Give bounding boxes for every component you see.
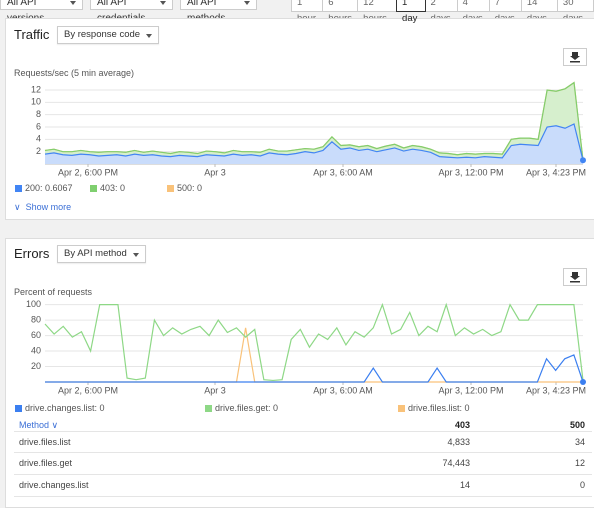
time-range-button[interactable]: 1 day	[396, 0, 426, 24]
x-tick-label: Apr 3, 6:00 AM	[313, 385, 373, 395]
table-cell: 14	[459, 480, 470, 490]
traffic-panel	[5, 18, 594, 220]
table-cell: 74,443	[442, 458, 470, 468]
series-line	[45, 354, 584, 383]
y-axis-label: Percent of requests	[14, 287, 93, 297]
download-button[interactable]	[563, 48, 587, 66]
show-more[interactable]: ∨ Show more	[14, 202, 72, 212]
legend-item: 403: 0	[90, 183, 125, 193]
legend-item: drive.changes.list: 0	[15, 403, 105, 413]
x-tick-label: Apr 3, 4:23 PM	[526, 385, 586, 395]
legend-label: drive.changes.list: 0	[25, 403, 105, 413]
y-tick-label: 12	[31, 84, 41, 94]
y-axis-label: Requests/sec (5 min average)	[14, 68, 135, 78]
table-cell: drive.files.list	[19, 437, 71, 447]
x-tick-label: Apr 2, 6:00 PM	[58, 167, 118, 177]
y-tick-label: 8	[36, 109, 41, 119]
grouping-dropdown[interactable]: By API method	[57, 245, 146, 263]
errors-panel	[5, 238, 594, 508]
legend-item: 200: 0.6067	[15, 183, 73, 193]
legend-item: drive.files.list: 0	[398, 403, 470, 413]
x-tick-label: Apr 3, 4:23 PM	[526, 167, 586, 177]
legend-item: 500: 0	[167, 183, 202, 193]
x-tick-label: Apr 2, 6:00 PM	[58, 385, 118, 395]
row-separator	[14, 496, 592, 497]
series-area	[45, 123, 583, 164]
table-header[interactable]: Method ∨	[19, 420, 59, 430]
legend-swatch	[15, 404, 22, 412]
x-tick-label: Apr 3, 12:00 PM	[438, 385, 503, 395]
row-separator	[14, 431, 592, 432]
y-tick-label: 10	[31, 97, 41, 107]
legend-label: 403: 0	[100, 183, 126, 193]
table-header: 500	[569, 420, 585, 430]
series-line	[44, 81, 584, 161]
y-tick-label: 20	[31, 361, 41, 371]
legend-swatch	[205, 404, 212, 412]
table-cell: 0	[579, 480, 585, 490]
download-icon	[570, 52, 580, 63]
y-tick-label: 40	[31, 345, 41, 355]
legend-swatch	[398, 404, 405, 412]
series-line	[44, 123, 584, 161]
x-tick-label: Apr 3	[204, 385, 226, 395]
table-cell: 12	[574, 458, 585, 468]
x-tick-label: Apr 3	[204, 167, 226, 177]
legend-swatch	[167, 184, 174, 192]
download-icon	[570, 272, 580, 283]
y-tick-label: 60	[31, 330, 41, 340]
show-more-text[interactable]: Show more	[25, 202, 72, 212]
y-tick-label: 2	[36, 146, 41, 156]
header-text[interactable]: Method	[19, 420, 50, 430]
legend-swatch	[90, 184, 97, 192]
row-separator	[14, 452, 592, 453]
x-tick-label: Apr 3, 6:00 AM	[313, 167, 373, 177]
legend-label: drive.files.list: 0	[408, 403, 470, 413]
legend-label: 200: 0.6067	[25, 183, 73, 193]
grouping-dropdown[interactable]: By response code	[57, 26, 160, 44]
table-cell: 34	[574, 437, 585, 447]
legend-label: 500: 0	[177, 183, 203, 193]
series-line	[44, 302, 584, 382]
table-cell: drive.changes.list	[19, 480, 89, 490]
y-tick-label: 100	[26, 299, 41, 309]
last-point	[580, 379, 586, 385]
table-cell: drive.files.get	[19, 458, 73, 468]
panel-title: Errors	[14, 246, 50, 261]
y-tick-label: 6	[36, 121, 41, 131]
legend-label: drive.files.get: 0	[215, 403, 279, 413]
legend-item: drive.files.get: 0	[205, 403, 278, 413]
last-point	[580, 157, 586, 164]
row-separator	[14, 474, 592, 475]
y-tick-label: 4	[36, 134, 41, 144]
panel-title: Traffic	[14, 27, 50, 42]
download-button[interactable]	[563, 268, 587, 286]
legend-swatch	[15, 184, 22, 192]
y-tick-label: 80	[31, 314, 41, 324]
table-header: 403	[454, 420, 470, 430]
table-cell: 4,833	[447, 437, 470, 447]
x-tick-label: Apr 3, 12:00 PM	[438, 167, 503, 177]
